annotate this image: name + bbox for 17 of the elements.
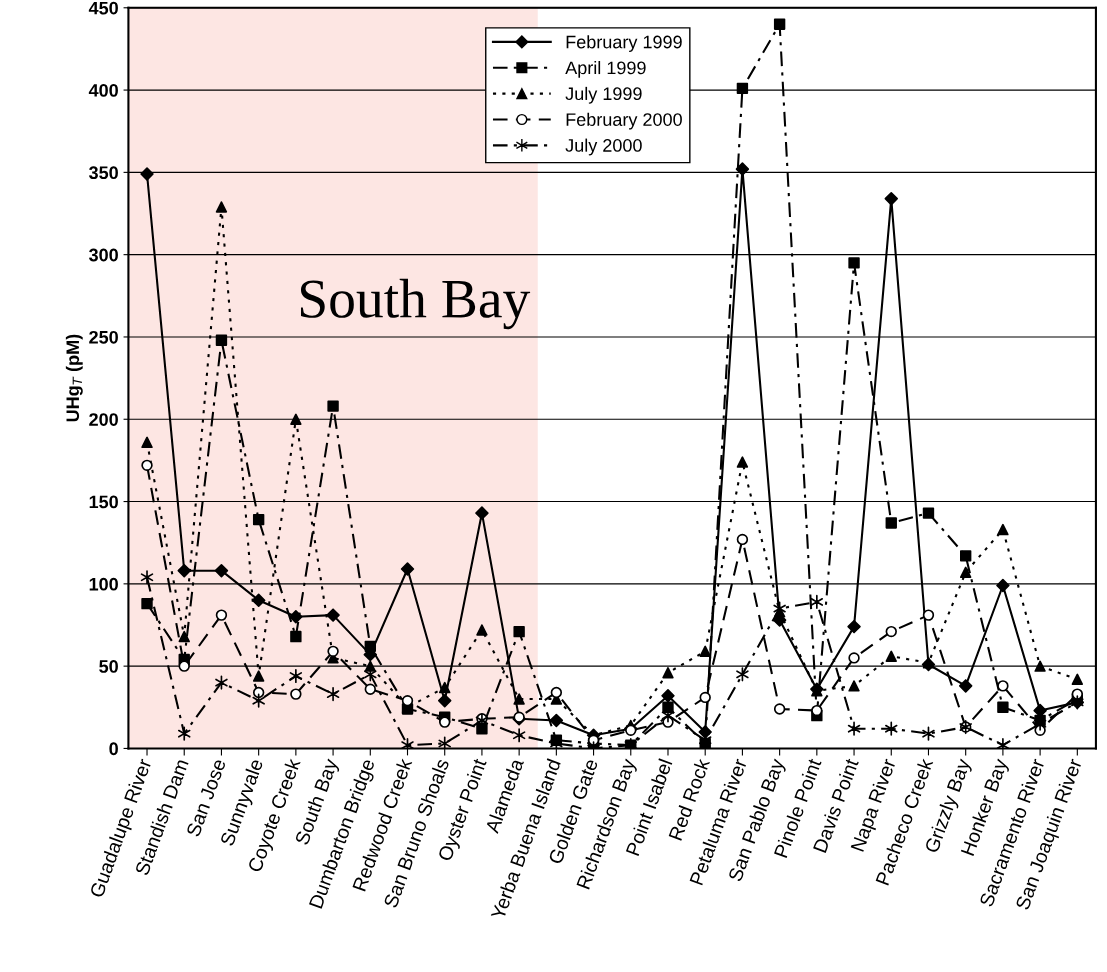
y-tick-label: 450 — [88, 1, 118, 15]
legend-label: February 2000 — [566, 112, 682, 130]
y-tick-label: 300 — [88, 248, 118, 262]
y-tick-label: 150 — [89, 495, 118, 509]
legend-label: April 1999 — [565, 60, 646, 78]
y-tick-label: 350 — [88, 166, 118, 180]
y-tick-label: 100 — [89, 577, 118, 591]
legend-label: February 1999 — [566, 35, 682, 52]
y-tick-label: 200 — [89, 413, 118, 426]
y-tick-label: 250 — [89, 330, 118, 344]
y-tick-label: 400 — [88, 84, 118, 97]
band-label: South Bay — [300, 278, 531, 330]
legend-label: July 1999 — [565, 86, 642, 104]
y-tick-label: 50 — [99, 660, 118, 673]
y-axis-title: UHg$_{T}$ (pM) — [65, 334, 83, 422]
y-tick-label: 0 — [109, 742, 118, 756]
legend-label: July 2000 — [565, 138, 642, 156]
